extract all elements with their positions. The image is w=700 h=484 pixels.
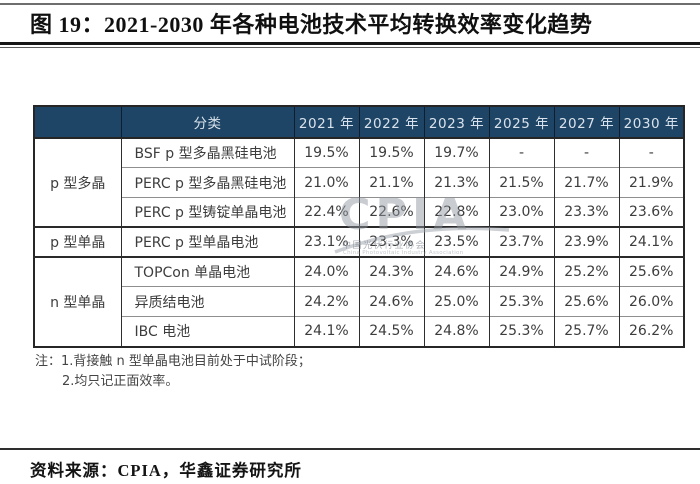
figure-title: 图 19：2021-2030 年各种电池技术平均转换效率变化趋势 [30, 12, 593, 37]
value-cell: 23.6% [618, 197, 684, 228]
value-cell: 21.5% [488, 167, 554, 198]
value-cell: 24.3% [358, 256, 424, 287]
value-cell: 21.1% [358, 167, 424, 198]
value-cell: 24.8% [423, 316, 489, 347]
category-cell: PERC p 型铸锭单晶电池 [120, 197, 294, 228]
header-category: 分类 [120, 106, 294, 139]
value-cell: 19.5% [293, 137, 359, 168]
category-cell: IBC 电池 [120, 316, 294, 347]
table-row-perc-cast-mono: PERC p 型铸锭单晶电池 22.4% 22.6% 22.8% 23.0% 2… [34, 197, 684, 228]
value-cell: 19.5% [358, 137, 424, 168]
value-cell: 24.9% [488, 256, 554, 287]
category-cell: PERC p 型多晶黑硅电池 [120, 167, 294, 198]
table-row-ibc: IBC 电池 24.1% 24.5% 24.8% 25.3% 25.7% 26.… [34, 316, 684, 347]
value-cell: 24.6% [358, 286, 424, 317]
value-cell: 24.5% [358, 316, 424, 347]
value-cell: - [488, 137, 554, 168]
title-divider-thick [0, 42, 700, 45]
value-cell: 25.0% [423, 286, 489, 317]
value-cell: 25.6% [553, 286, 619, 317]
value-cell: 21.0% [293, 167, 359, 198]
header-year-2025: 2025 年 [488, 106, 554, 139]
header-year-2023: 2023 年 [423, 106, 489, 139]
group-label-p-multi: p 型多晶 [34, 136, 121, 228]
value-cell: 23.5% [423, 226, 489, 258]
value-cell: 24.1% [293, 316, 359, 347]
header-year-2022: 2022 年 [358, 106, 424, 139]
value-cell: 24.6% [423, 256, 489, 287]
footnote-line-1: 注：1.背接触 n 型单晶电池目前处于中试阶段； [35, 354, 311, 369]
table-row-bsf: p 型多晶 BSF p 型多晶黑硅电池 19.5% 19.5% 19.7% - … [34, 136, 684, 228]
value-cell: 21.9% [618, 167, 684, 198]
value-cell: 23.3% [358, 226, 424, 258]
group-label-p-mono: p 型单晶 [34, 226, 121, 258]
table-header-row: 分类 2021 年 2022 年 2023 年 2025 年 2027 年 20… [34, 106, 684, 139]
value-cell: 24.2% [293, 286, 359, 317]
title-divider-thin [0, 47, 700, 48]
header-year-2030: 2030 年 [618, 106, 684, 139]
header-year-2027: 2027 年 [553, 106, 619, 139]
value-cell: - [553, 137, 619, 168]
table-row-topcon: n 型单晶 TOPCon 单晶电池 24.0% 24.3% 24.6% 24.9… [34, 256, 684, 347]
value-cell: 23.1% [293, 226, 359, 258]
value-cell: 24.1% [618, 226, 684, 258]
bottom-divider [0, 448, 700, 450]
table-row-hjt: 异质结电池 24.2% 24.6% 25.0% 25.3% 25.6% 26.0… [34, 286, 684, 317]
value-cell: 25.7% [553, 316, 619, 347]
footnote-line-2: 2.均只记正面效率。 [62, 374, 179, 389]
value-cell: 22.4% [293, 197, 359, 228]
value-cell: 26.0% [618, 286, 684, 317]
value-cell: 22.8% [423, 197, 489, 228]
top-divider [0, 3, 700, 5]
value-cell: 26.2% [618, 316, 684, 347]
value-cell: 21.7% [553, 167, 619, 198]
value-cell: 23.9% [553, 226, 619, 258]
category-cell: PERC p 型单晶电池 [120, 226, 294, 258]
header-year-2021: 2021 年 [293, 106, 359, 139]
source-line: 资料来源：CPIA，华鑫证券研究所 [30, 461, 302, 480]
value-cell: 25.2% [553, 256, 619, 287]
category-cell: 异质结电池 [120, 286, 294, 317]
header-empty-cell [34, 106, 121, 139]
value-cell: - [618, 137, 684, 168]
value-cell: 23.0% [488, 197, 554, 228]
value-cell: 25.3% [488, 286, 554, 317]
value-cell: 19.7% [423, 137, 489, 168]
value-cell: 23.7% [488, 226, 554, 258]
efficiency-table: 分类 2021 年 2022 年 2023 年 2025 年 2027 年 20… [33, 105, 685, 348]
value-cell: 21.3% [423, 167, 489, 198]
value-cell: 24.0% [293, 256, 359, 287]
table-row-perc-multi: PERC p 型多晶黑硅电池 21.0% 21.1% 21.3% 21.5% 2… [34, 167, 684, 198]
value-cell: 25.3% [488, 316, 554, 347]
table-row-perc-mono: p 型单晶 PERC p 型单晶电池 23.1% 23.3% 23.5% 23.… [34, 226, 684, 258]
value-cell: 23.3% [553, 197, 619, 228]
value-cell: 25.6% [618, 256, 684, 287]
category-cell: BSF p 型多晶黑硅电池 [120, 137, 294, 168]
value-cell: 22.6% [358, 197, 424, 228]
category-cell: TOPCon 单晶电池 [120, 256, 294, 287]
group-label-n-mono: n 型单晶 [34, 256, 121, 347]
